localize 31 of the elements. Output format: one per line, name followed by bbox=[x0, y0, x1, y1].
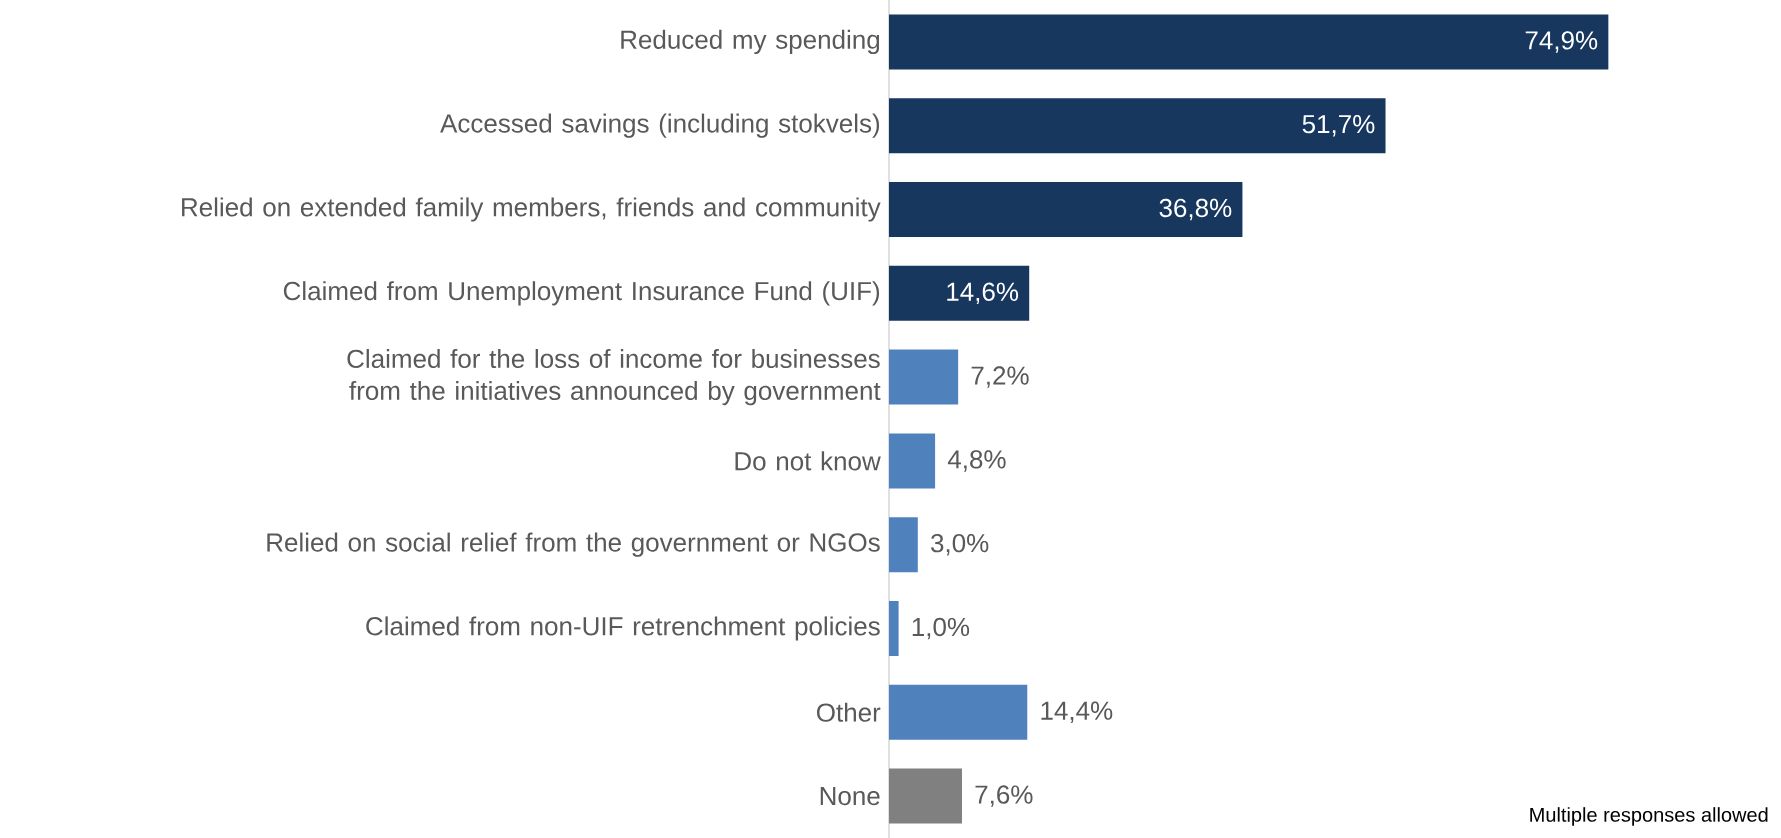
bar bbox=[888, 98, 1386, 154]
data-label: 74,9% bbox=[1525, 31, 1598, 53]
y-tick-label: Claimed from Unemployment Insurance Fund (UIF) bbox=[283, 281, 880, 306]
data-label: 3,0% bbox=[930, 533, 989, 556]
bar bbox=[888, 14, 1609, 70]
y-tick-label: Claimed from non-UIF retrenchment policies bbox=[366, 616, 880, 641]
bar bbox=[888, 182, 1243, 237]
y-tick-label: Relied on extended family members, friends and community bbox=[182, 197, 881, 222]
data-label: 14,4% bbox=[1041, 701, 1113, 723]
y-tick-label: None bbox=[820, 787, 880, 806]
bar bbox=[888, 601, 899, 657]
data-label: 7,2% bbox=[971, 366, 1029, 388]
y-tick-label: Other bbox=[816, 702, 881, 722]
data-label: 1,0% bbox=[912, 617, 970, 640]
bar bbox=[888, 684, 1028, 740]
data-label: 14,6% bbox=[947, 282, 1019, 305]
data-label: 51,7% bbox=[1302, 115, 1375, 137]
y-tick-label: Accessed savings (including stokvels) bbox=[440, 113, 880, 138]
y-tick-label: Do not know bbox=[735, 451, 881, 471]
y-tick-label: Relied on social relief from the government or NGOs bbox=[267, 532, 880, 557]
bar bbox=[888, 433, 936, 489]
bar bbox=[888, 768, 962, 824]
bar bbox=[888, 349, 959, 405]
y-tick-label: Claimed for the loss of income for businesses from the initiatives announced by government bbox=[347, 348, 881, 406]
annotation: Multiple responses allowed bbox=[1530, 807, 1768, 826]
bar bbox=[888, 517, 918, 573]
y-tick-label: Reduced my spending bbox=[621, 29, 880, 55]
data-label: 36,8% bbox=[1159, 198, 1232, 221]
data-label: 7,6% bbox=[975, 785, 1033, 807]
data-label: 4,8% bbox=[947, 450, 1006, 472]
bar bbox=[888, 265, 1030, 321]
